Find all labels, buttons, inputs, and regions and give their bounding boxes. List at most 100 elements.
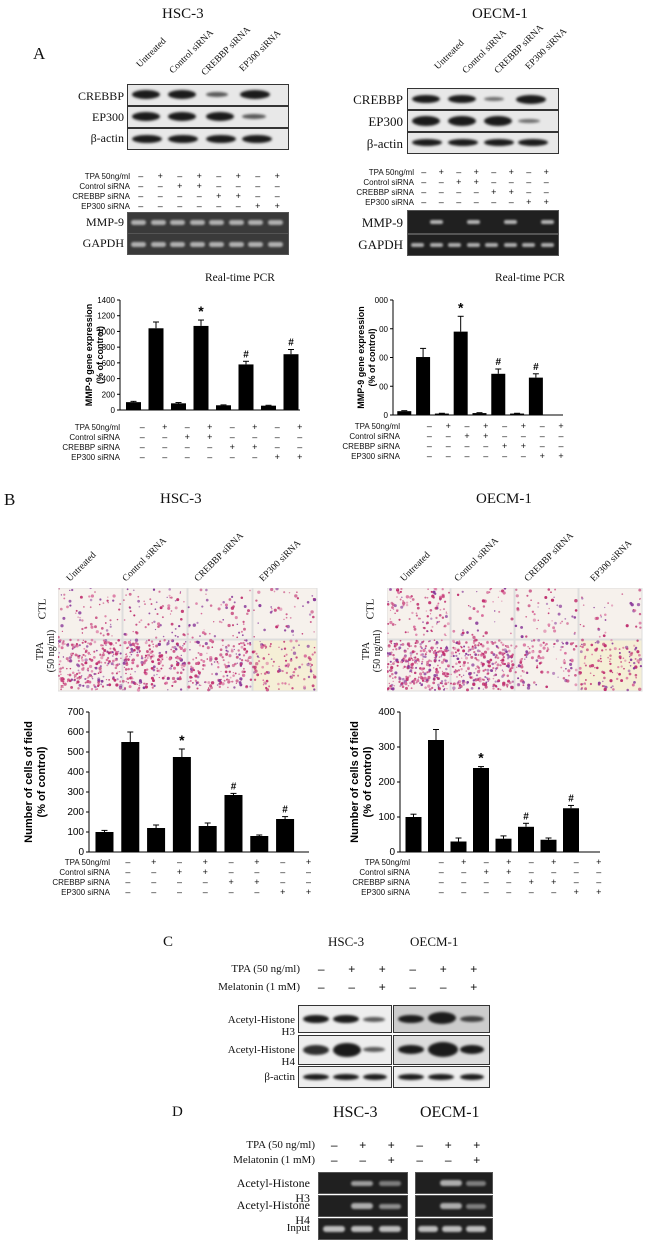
sign-cell: + bbox=[280, 887, 286, 897]
sign-cell: – bbox=[539, 441, 545, 451]
sign-cell: – bbox=[421, 197, 427, 207]
western-blot-crebbp bbox=[127, 84, 289, 106]
sign-cell: + bbox=[596, 857, 602, 867]
sign-cell: + bbox=[473, 1153, 481, 1167]
panel-c-oecm1: OECM-1 bbox=[410, 934, 459, 949]
sign-cell: + bbox=[196, 181, 202, 191]
gel-label: GAPDH bbox=[82, 236, 124, 250]
sign-cell: + bbox=[508, 187, 514, 197]
sign-cell: – bbox=[526, 187, 532, 197]
bar bbox=[540, 839, 557, 852]
sign-cell: – bbox=[438, 857, 444, 867]
bar bbox=[238, 364, 254, 410]
sign-cell: + bbox=[491, 187, 497, 197]
condition-label: CREBBP siRNA bbox=[62, 443, 120, 452]
bar bbox=[563, 808, 579, 852]
sign-cell: – bbox=[196, 201, 202, 211]
condition-label: TPA (50 ng/ml) bbox=[246, 1139, 315, 1151]
y-tick-label: 1200 bbox=[97, 312, 115, 321]
micrograph-grid-oecm1 bbox=[387, 588, 643, 692]
sign-cell: – bbox=[162, 452, 168, 462]
sign-cell: + bbox=[473, 177, 479, 187]
y-tick-label: 800 bbox=[102, 343, 116, 352]
sign-cell: – bbox=[229, 422, 235, 432]
western-blot-actin-oecm1 bbox=[393, 1066, 490, 1088]
row-label-ctl: CTL bbox=[36, 598, 49, 620]
sign-cell: – bbox=[274, 432, 280, 442]
significance-marker: * bbox=[198, 303, 204, 319]
sign-cell: + bbox=[573, 887, 579, 897]
sign-cell: + bbox=[305, 887, 312, 897]
sign-cell: + bbox=[378, 962, 386, 976]
blot-label: β-actin bbox=[264, 1071, 295, 1083]
sign-cell: – bbox=[438, 887, 444, 897]
sign-cell: – bbox=[235, 201, 241, 211]
micrograph-grid-hsc3 bbox=[58, 588, 318, 692]
sign-cell: – bbox=[157, 181, 163, 191]
micrograph-field bbox=[450, 588, 515, 640]
sign-cell: + bbox=[254, 877, 260, 887]
sign-cell: + bbox=[464, 431, 470, 441]
lane-label: EP300 siRNA bbox=[588, 538, 635, 584]
bar bbox=[510, 413, 525, 415]
sign-cell: – bbox=[139, 452, 145, 462]
sign-cell: + bbox=[439, 962, 447, 976]
chart-title: Real-time PCR bbox=[495, 272, 565, 284]
row-label-tpa: TPA (50 ng/ml) bbox=[35, 629, 57, 673]
sign-cell: – bbox=[416, 1138, 424, 1152]
y-tick-label: 600 bbox=[67, 727, 84, 738]
y-tick-label: 700 bbox=[67, 707, 84, 718]
sign-cell: – bbox=[426, 441, 432, 451]
gel-gapdh bbox=[127, 233, 289, 255]
sign-cell: – bbox=[274, 191, 280, 201]
y-tick-label: 200 bbox=[378, 777, 395, 788]
western-blot-h4-oecm1 bbox=[393, 1035, 490, 1065]
lane-label: CREBBP siRNA bbox=[192, 531, 246, 584]
condition-label: Control siRNA bbox=[59, 868, 110, 877]
condition-label: Control siRNA bbox=[79, 182, 130, 191]
blot-label: CREBBP bbox=[77, 89, 124, 103]
panel-a-hsc3-title: HSC-3 bbox=[162, 6, 204, 22]
sign-cell: – bbox=[596, 877, 602, 887]
sign-cell: – bbox=[551, 887, 557, 897]
sign-cell: – bbox=[184, 422, 190, 432]
sign-cell: – bbox=[438, 197, 444, 207]
sign-cell: – bbox=[274, 422, 280, 432]
y-tick-label: 0 bbox=[389, 847, 395, 858]
bar bbox=[171, 403, 186, 410]
sign-cell: + bbox=[461, 857, 467, 867]
micrograph-field bbox=[578, 639, 643, 692]
sign-cell: + bbox=[202, 857, 208, 867]
sign-cell: – bbox=[177, 191, 183, 201]
panel-b-hsc3-title: HSC-3 bbox=[160, 491, 202, 507]
sign-cell: + bbox=[483, 867, 489, 877]
y-tick-label: 400 bbox=[67, 767, 84, 778]
sign-cell: – bbox=[254, 867, 260, 877]
micrograph-field bbox=[578, 588, 643, 640]
sign-cell: + bbox=[501, 441, 508, 451]
sign-cell: – bbox=[216, 201, 222, 211]
y-axis-label: MMP-9 gene expression bbox=[356, 306, 366, 409]
sign-cell: – bbox=[426, 451, 432, 461]
condition-label: EP300 siRNA bbox=[351, 452, 400, 461]
sign-cell: – bbox=[528, 887, 534, 897]
western-blot-actin bbox=[127, 128, 289, 150]
blot-label: Acetyl-Histone H3 bbox=[227, 1014, 295, 1038]
y-tick-label: 100 bbox=[67, 827, 84, 838]
gel-label: Input bbox=[286, 1222, 310, 1234]
sign-cell: – bbox=[252, 452, 258, 462]
sign-cell: – bbox=[138, 191, 144, 201]
sign-cell: + bbox=[483, 421, 489, 431]
condition-label: TPA 50ng/ml bbox=[74, 423, 120, 432]
western-blot-h3-oecm1 bbox=[393, 1005, 490, 1033]
sign-cell: – bbox=[573, 877, 579, 887]
y-tick-label: 400 bbox=[378, 707, 395, 718]
sign-cell: + bbox=[252, 422, 258, 432]
sign-cell: – bbox=[228, 867, 234, 877]
gel-label: MMP-9 bbox=[361, 215, 403, 230]
significance-marker: # bbox=[523, 811, 529, 822]
sign-cell: + bbox=[184, 432, 190, 442]
sign-cell: – bbox=[491, 167, 497, 177]
